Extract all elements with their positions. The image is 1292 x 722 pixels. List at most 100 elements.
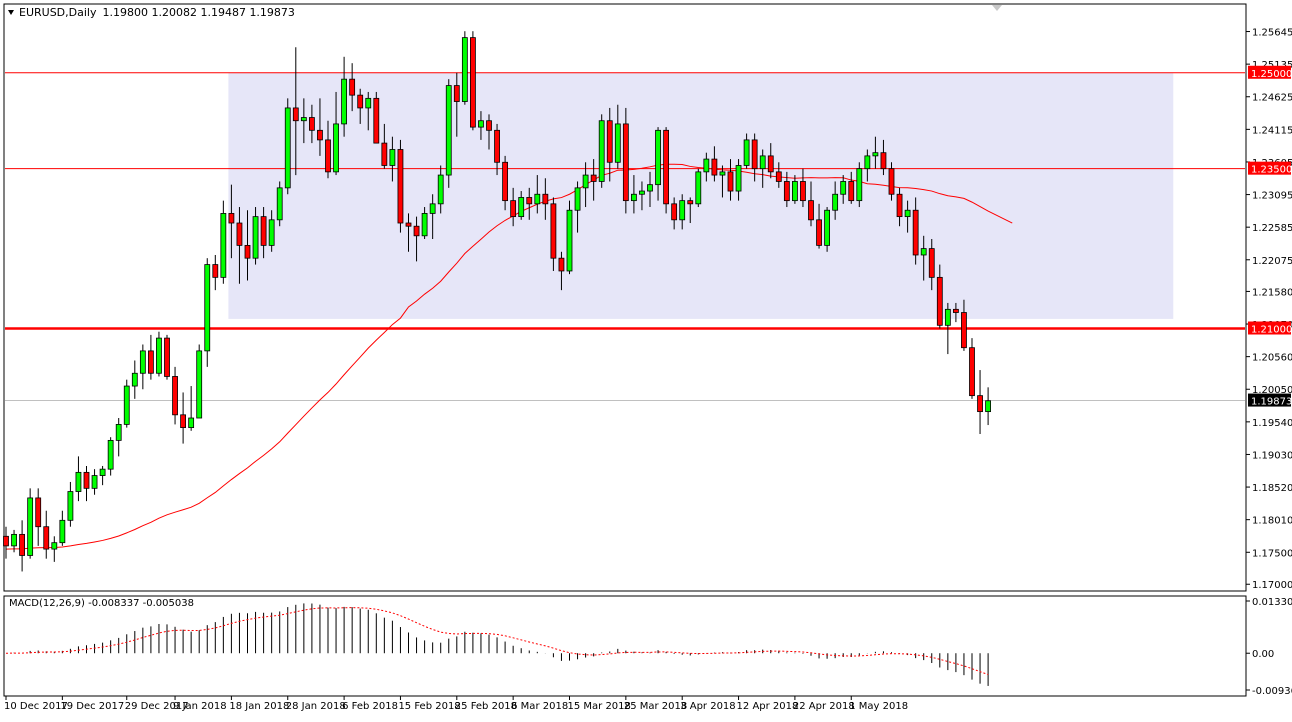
- candle[interactable]: [759, 149, 766, 188]
- candle[interactable]: [679, 194, 686, 230]
- candle[interactable]: [985, 387, 991, 426]
- candle[interactable]: [872, 136, 879, 169]
- candle[interactable]: [461, 31, 468, 105]
- candle[interactable]: [204, 258, 211, 367]
- candle[interactable]: [67, 481, 74, 527]
- candle[interactable]: [566, 200, 573, 275]
- candle[interactable]: [196, 344, 203, 419]
- candle[interactable]: [365, 91, 372, 131]
- candle[interactable]: [27, 488, 34, 559]
- candle[interactable]: [880, 139, 887, 176]
- candle[interactable]: [550, 197, 557, 271]
- candle[interactable]: [703, 152, 710, 182]
- candle[interactable]: [961, 299, 967, 351]
- candle[interactable]: [91, 469, 98, 495]
- candle[interactable]: [147, 334, 154, 380]
- candle[interactable]: [526, 187, 533, 220]
- candle[interactable]: [453, 72, 460, 137]
- candle[interactable]: [373, 91, 380, 144]
- candle[interactable]: [792, 175, 798, 204]
- candle[interactable]: [606, 107, 613, 182]
- candle[interactable]: [300, 98, 307, 144]
- candle[interactable]: [75, 456, 82, 502]
- candle[interactable]: [936, 264, 943, 329]
- candle[interactable]: [502, 155, 509, 211]
- candle[interactable]: [864, 149, 871, 182]
- candle[interactable]: [11, 529, 17, 553]
- candle[interactable]: [429, 194, 436, 239]
- candle[interactable]: [486, 114, 492, 150]
- candle[interactable]: [622, 107, 629, 214]
- candle[interactable]: [333, 91, 339, 176]
- candle[interactable]: [735, 159, 742, 201]
- candle[interactable]: [944, 302, 951, 355]
- candle[interactable]: [236, 207, 243, 284]
- candle[interactable]: [115, 418, 122, 457]
- candle[interactable]: [172, 366, 178, 425]
- candle[interactable]: [341, 56, 348, 137]
- candle[interactable]: [131, 360, 138, 399]
- candle[interactable]: [856, 162, 863, 208]
- candle[interactable]: [727, 159, 734, 201]
- candle[interactable]: [212, 254, 219, 291]
- candle[interactable]: [904, 200, 911, 233]
- scroll-marker-icon[interactable]: [992, 5, 1002, 11]
- candle[interactable]: [139, 344, 146, 390]
- candle[interactable]: [51, 536, 58, 562]
- candle[interactable]: [896, 187, 903, 227]
- candle[interactable]: [840, 175, 847, 204]
- candle[interactable]: [292, 47, 299, 176]
- candle[interactable]: [268, 210, 275, 252]
- candle[interactable]: [800, 168, 806, 208]
- candle[interactable]: [349, 63, 356, 112]
- candle[interactable]: [687, 197, 694, 224]
- candle[interactable]: [816, 203, 822, 249]
- candle[interactable]: [888, 162, 895, 201]
- candle[interactable]: [107, 437, 114, 476]
- candle[interactable]: [19, 520, 26, 572]
- candle[interactable]: [405, 213, 412, 252]
- candle[interactable]: [220, 200, 227, 284]
- candle[interactable]: [413, 216, 420, 262]
- candle[interactable]: [558, 251, 565, 291]
- candle[interactable]: [43, 510, 50, 559]
- candle[interactable]: [663, 127, 669, 214]
- candle[interactable]: [3, 526, 9, 559]
- candle[interactable]: [953, 302, 959, 323]
- candle[interactable]: [35, 488, 42, 546]
- candle[interactable]: [381, 123, 388, 169]
- candle[interactable]: [397, 139, 404, 233]
- candle[interactable]: [317, 98, 323, 156]
- dropdown-triangle-icon[interactable]: [8, 10, 14, 15]
- candle[interactable]: [308, 104, 315, 144]
- candle[interactable]: [614, 104, 621, 169]
- candle[interactable]: [928, 239, 935, 291]
- candle[interactable]: [445, 79, 452, 188]
- candle[interactable]: [83, 465, 90, 502]
- candle[interactable]: [99, 465, 106, 486]
- candle[interactable]: [164, 334, 170, 380]
- candle[interactable]: [260, 207, 267, 259]
- candle[interactable]: [719, 165, 726, 198]
- candle[interactable]: [631, 175, 637, 214]
- candle[interactable]: [188, 386, 195, 431]
- candle[interactable]: [123, 379, 130, 428]
- candle[interactable]: [252, 207, 259, 265]
- candle[interactable]: [244, 210, 251, 281]
- candle[interactable]: [598, 114, 605, 188]
- candle[interactable]: [574, 181, 581, 233]
- candle[interactable]: [276, 181, 283, 227]
- candle[interactable]: [389, 136, 396, 182]
- candle[interactable]: [912, 197, 919, 265]
- candle[interactable]: [510, 187, 517, 227]
- candle[interactable]: [582, 162, 589, 208]
- candle[interactable]: [228, 184, 235, 259]
- candle[interactable]: [743, 133, 750, 169]
- candle[interactable]: [421, 207, 428, 239]
- candle[interactable]: [848, 171, 855, 204]
- candle[interactable]: [751, 133, 758, 182]
- candle[interactable]: [156, 331, 162, 377]
- candle[interactable]: [534, 175, 541, 214]
